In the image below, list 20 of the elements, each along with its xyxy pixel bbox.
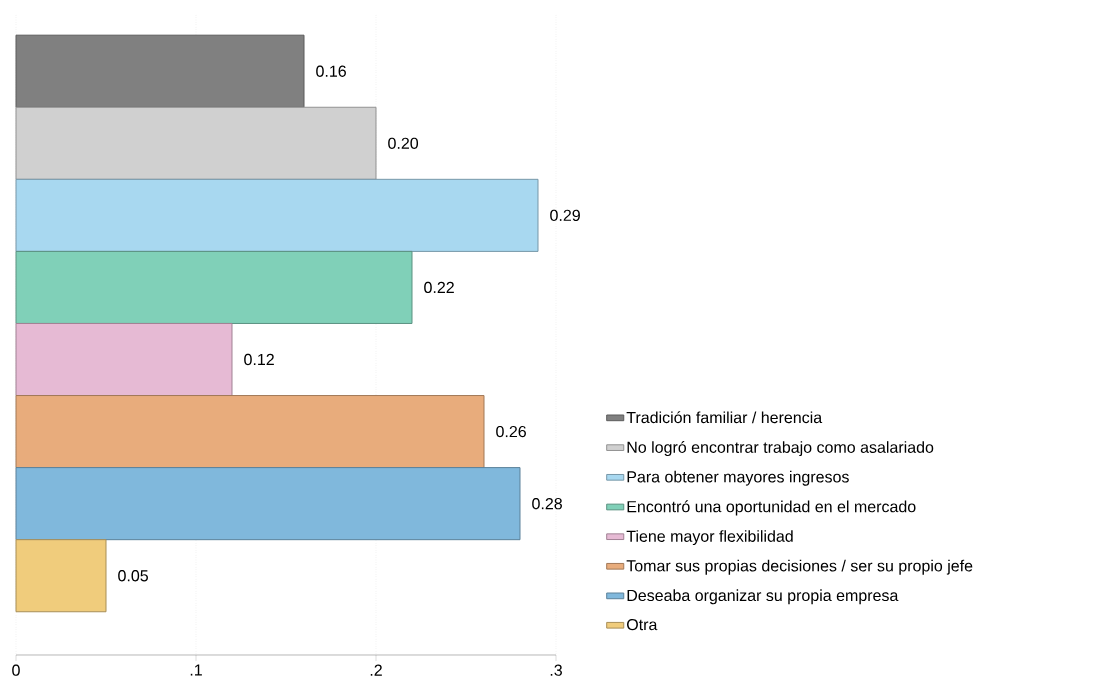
legend-label: Tiene mayor flexibilidad	[626, 530, 793, 546]
x-tick-label: .1	[190, 664, 202, 676]
legend-label: Deseaba organizar su propia empresa	[627, 589, 899, 605]
legend-label: Tradición familiar / herencia	[626, 411, 823, 424]
x-tick-label: .3	[550, 664, 562, 676]
legend-label: Tomar sus propias decisiones / ser su propio jefe	[626, 559, 973, 575]
legend-label: Otra	[627, 618, 658, 631]
data-label: 0.16	[316, 65, 346, 77]
legend-label: Encontró una oportunidad en el mercado	[627, 500, 916, 516]
data-label: 0.22	[424, 281, 454, 294]
data-label: 0.20	[388, 137, 419, 149]
data-label: 0.12	[244, 353, 274, 366]
legend-label: No logró encontrar trabajo como asalariado	[627, 440, 934, 457]
data-label: 0.28	[532, 497, 562, 510]
x-tick-label: 0	[12, 664, 20, 676]
x-tick-label: .2	[370, 664, 382, 676]
data-label: 0.29	[550, 209, 580, 222]
data-label: 0.26	[496, 425, 526, 438]
legend-label: Para obtener mayores ingresos	[627, 470, 849, 486]
data-label: 0.05	[118, 570, 148, 582]
